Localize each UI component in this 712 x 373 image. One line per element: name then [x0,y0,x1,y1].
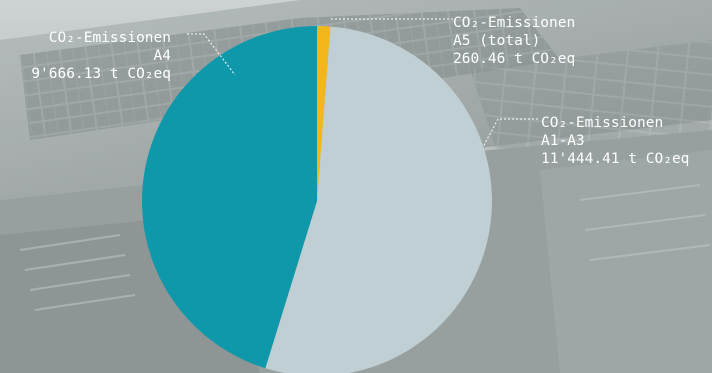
pie-slice-2 [265,26,492,373]
slice-label-line: 9'666.13 t CO₂eq [31,66,171,82]
pie-slice-3 [141,25,317,369]
leader-line-2 [482,118,538,148]
slice-label-line: 260.46 t CO₂eq [453,51,575,67]
slice-labels: CO₂-Emissionen A5 (total) 260.46 t CO₂eqCO… [31,15,689,167]
slice-label-line: A4 [154,48,172,64]
pie-slices [141,25,492,373]
slice-label-line: CO₂-Emissionen [453,15,575,31]
slice-label-line: CO₂-Emissionen [541,115,663,131]
slice-label-1: CO₂-Emissionen A5 (total) 260.46 t CO₂eq [453,15,575,67]
slice-label-line: 11'444.41 t CO₂eq [541,151,689,167]
leader-line-3 [187,33,236,76]
leader-lines [187,18,538,148]
slice-label-line: CO₂-Emissionen [49,30,171,46]
slice-label-line: A1-A3 [541,133,585,149]
slice-label-line: A5 (total) [453,33,540,49]
slice-label-3: CO₂-Emissionen A4 9'666.13 t CO₂eq [31,30,171,82]
slice-label-2: CO₂-Emissionen A1-A3 11'444.41 t CO₂eq [541,115,689,167]
pie-slice-1 [317,25,331,201]
